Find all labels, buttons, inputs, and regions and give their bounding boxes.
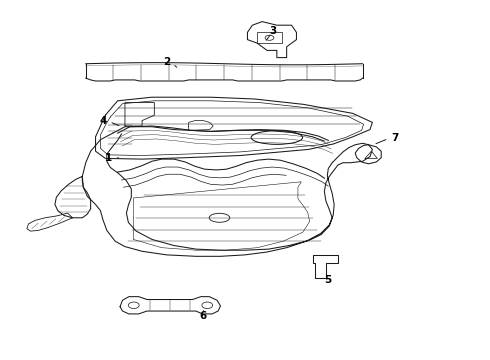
Text: 7: 7 <box>391 132 398 143</box>
Text: 5: 5 <box>324 275 331 285</box>
Text: 6: 6 <box>200 311 207 321</box>
Text: 3: 3 <box>270 26 277 36</box>
Text: 2: 2 <box>163 57 171 67</box>
Text: 1: 1 <box>104 153 112 163</box>
Text: 4: 4 <box>99 116 107 126</box>
